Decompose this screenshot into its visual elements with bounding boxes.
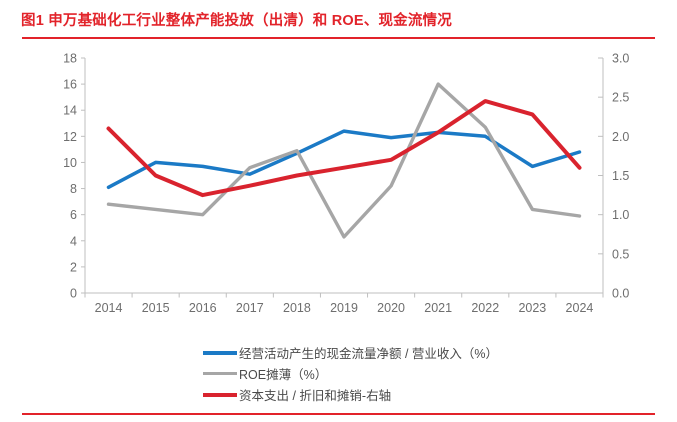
legend-item-0: 经营活动产生的现金流量净额 / 营业收入（%） [203, 346, 499, 361]
right-axis-tick-label: 2.0 [612, 130, 629, 144]
series-line-0 [106, 129, 582, 190]
left-axis-tick-label: 8 [70, 182, 77, 196]
legend-swatch-icon [203, 372, 237, 375]
legend-label: 资本支出 / 折旧和摊销-右轴 [239, 389, 392, 403]
legend-label: ROE摊薄（%） [239, 368, 328, 382]
x-axis-tick-label: 2024 [566, 301, 594, 315]
left-axis-tick-label: 12 [63, 130, 77, 144]
left-axis-tick-label: 0 [70, 287, 77, 301]
legend-item-1: ROE摊薄（%） [203, 367, 498, 382]
left-axis-tick-label: 4 [70, 234, 77, 248]
legend-label: 经营活动产生的现金流量净额 / 营业收入（%） [239, 347, 499, 361]
right-axis-tick-label: 1.5 [612, 169, 629, 183]
right-axis-tick-label: 0.0 [612, 287, 629, 301]
x-axis-tick-label: 2018 [283, 301, 311, 315]
left-axis-tick-label: 6 [70, 208, 77, 222]
bottom-rule [22, 413, 655, 415]
series-line-2 [106, 99, 582, 198]
x-axis-tick-label: 2021 [424, 301, 452, 315]
line-chart: 0 2 4 6 8 10 12 14 16 18 0.0 0.5 1.0 1.5 2.0 2.5 3.0 2014… [63, 52, 629, 316]
x-axis-tick-label: 2014 [95, 301, 123, 315]
right-axis-tick-label: 0.5 [612, 247, 629, 261]
x-axis-tick-label: 2019 [330, 301, 358, 315]
legend-swatch-icon [203, 392, 237, 397]
x-axis-tick-label: 2015 [142, 301, 170, 315]
chart-legend: 经营活动产生的现金流量净额 / 营业收入（%） ROE摊薄（%） 资本支出 / 折旧… [203, 342, 498, 405]
figure-title: 图1 申万基础化工行业整体产能投放（出清）和 ROE、现金流情况 [21, 13, 452, 29]
legend-swatch-icon [203, 350, 237, 355]
right-axis-tick-label: 3.0 [612, 52, 629, 66]
x-axis-tick-label: 2016 [189, 301, 217, 315]
legend-item-2: 资本支出 / 折旧和摊销-右轴 [203, 388, 498, 403]
right-axis-tick-label: 1.0 [612, 208, 629, 222]
left-axis-tick-label: 2 [70, 260, 77, 274]
left-axis-tick-label: 16 [63, 78, 77, 92]
left-axis-tick-label: 14 [63, 104, 77, 118]
left-axis-tick-label: 18 [63, 52, 77, 66]
title-underline [22, 37, 655, 39]
x-axis-tick-label: 2017 [236, 301, 264, 315]
x-axis-tick-label: 2023 [518, 301, 546, 315]
series-line-1 [106, 82, 582, 239]
x-axis-tick-label: 2020 [377, 301, 405, 315]
x-axis-tick-label: 2022 [471, 301, 499, 315]
left-axis-tick-label: 10 [63, 156, 77, 170]
right-axis-tick-label: 2.5 [612, 91, 629, 105]
